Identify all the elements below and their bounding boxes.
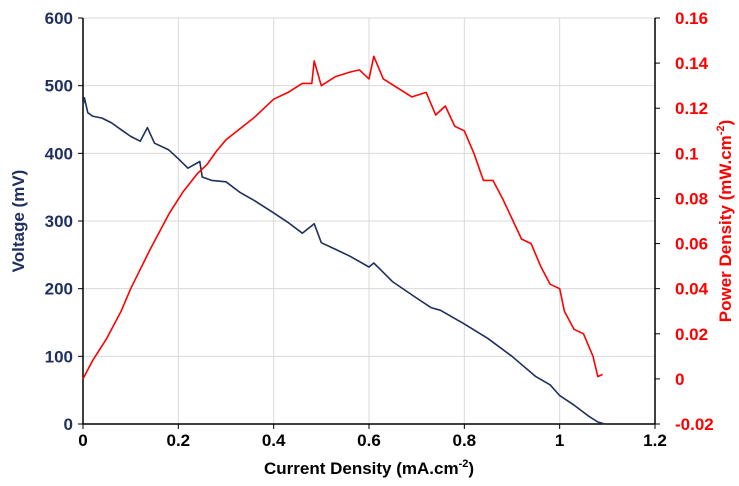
y-right-tick-label: 0.12 xyxy=(675,99,708,118)
power-density-series-line xyxy=(82,55,603,380)
y-right-tick-label: 0.02 xyxy=(675,325,708,344)
voltage-series-line xyxy=(82,97,606,425)
axes xyxy=(78,17,660,429)
x-tick-label: 0 xyxy=(78,431,87,450)
y-right-tick-label: 0.04 xyxy=(675,280,709,299)
y-left-tick-label: 400 xyxy=(45,144,73,163)
y-right-tick-label: 0.06 xyxy=(675,235,708,254)
x-tick-label: 0.4 xyxy=(262,431,286,450)
y-right-tick-label: 0.14 xyxy=(675,54,709,73)
y-right-tick-label: 0.1 xyxy=(675,144,699,163)
y-left-tick-label: 500 xyxy=(45,77,73,96)
x-tick-label: 0.2 xyxy=(167,431,191,450)
y-axis-right-title: Power Density (mW.cm-2) xyxy=(715,120,735,323)
y-left-tick-label: 200 xyxy=(45,280,73,299)
tick-labels: 0 0.2 0.4 0.6 0.8 1 1.2 0 100 200 300 400 500 600 -0.0… xyxy=(45,9,714,450)
x-axis-title: Current Density (mA.cm-2) xyxy=(264,458,474,478)
y-left-tick-label: 100 xyxy=(45,347,73,366)
y-left-tick-label: 0 xyxy=(64,415,73,434)
x-tick-label: 1 xyxy=(555,431,564,450)
y-left-tick-label: 300 xyxy=(45,212,73,231)
y-right-tick-label: 0.16 xyxy=(675,9,708,28)
x-tick-label: 1.2 xyxy=(643,431,667,450)
x-tick-label: 0.8 xyxy=(453,431,477,450)
y-right-tick-label: -0.02 xyxy=(675,415,714,434)
y-axis-left-title: Voltage (mV) xyxy=(9,170,28,273)
y-right-tick-label: 0.08 xyxy=(675,189,708,208)
y-left-tick-label: 600 xyxy=(45,9,73,28)
x-tick-label: 0.6 xyxy=(357,431,381,450)
series-layer xyxy=(82,55,606,425)
y-right-tick-label: 0 xyxy=(675,370,684,389)
